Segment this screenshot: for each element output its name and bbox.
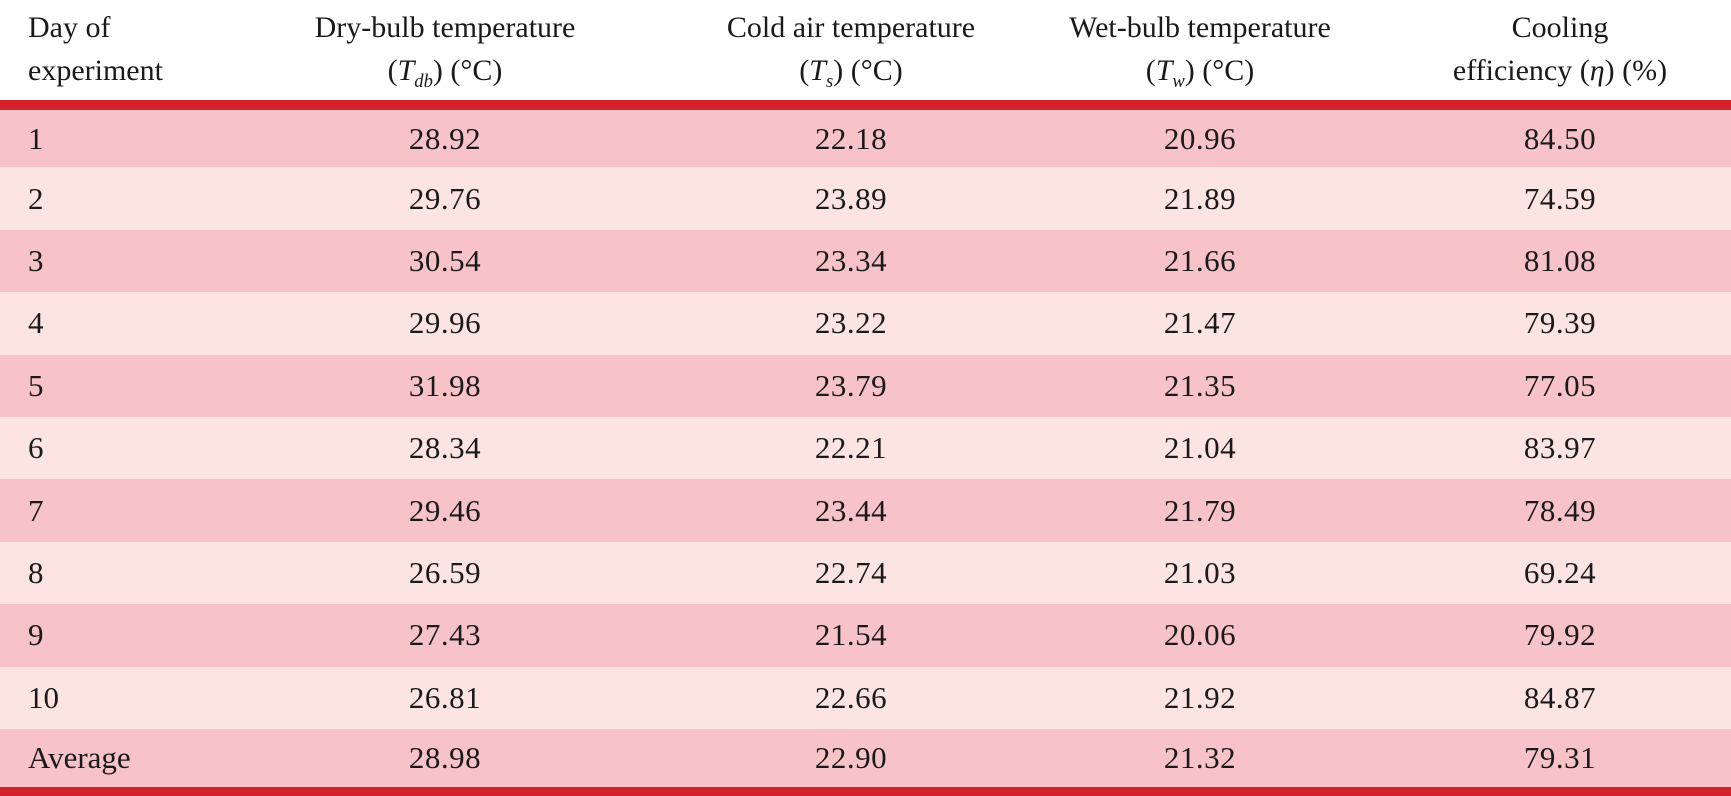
table-row: 2 29.76 23.89 21.89 74.59: [0, 167, 1731, 230]
table-row: 7 29.46 23.44 21.79 78.49: [0, 479, 1731, 542]
cell-wet-bulb: 21.32: [1163, 740, 1237, 776]
cell-day: 9: [28, 617, 44, 653]
cell-efficiency: 84.50: [1523, 120, 1597, 156]
cell-cold-air: 22.74: [814, 555, 888, 591]
table-row: 8 26.59 22.74 21.03 69.24: [0, 541, 1731, 605]
cell-dry-bulb: 28.92: [408, 120, 482, 156]
cell-day: 2: [28, 180, 44, 216]
cell-efficiency: 79.39: [1523, 305, 1597, 341]
cell-day: 8: [28, 555, 44, 591]
header-line: Wet-bulb temperature: [1069, 11, 1331, 45]
cell-dry-bulb: 31.98: [408, 367, 482, 403]
cell-wet-bulb: 21.47: [1163, 305, 1237, 341]
header-line: Cooling: [1511, 11, 1609, 45]
cell-dry-bulb: 27.43: [408, 617, 482, 653]
table-row: 4 29.96 23.22 21.47 79.39: [0, 292, 1731, 355]
cell-efficiency: 81.08: [1523, 243, 1597, 279]
table-row-average: Average 28.98 22.90 21.32 79.31: [0, 729, 1731, 792]
cell-efficiency: 77.05: [1523, 367, 1597, 403]
cell-dry-bulb: 29.96: [408, 305, 482, 341]
cell-wet-bulb: 21.92: [1163, 679, 1237, 715]
header-line: (Tdb) (°C): [387, 54, 503, 92]
header-line: experiment: [28, 54, 163, 87]
col-header-day-of-experiment: Day of experiment: [0, 0, 199, 110]
cell-efficiency: 84.87: [1523, 679, 1597, 715]
cell-efficiency: 79.92: [1523, 617, 1597, 653]
col-header-cooling-efficiency: Cooling efficiency (η) (%): [1389, 0, 1731, 110]
table-row: 3 30.54 23.34 21.66 81.08: [0, 229, 1731, 293]
cell-cold-air: 23.89: [814, 180, 888, 216]
header-line: (Tw) (°C): [1145, 54, 1255, 92]
cell-wet-bulb: 21.35: [1163, 367, 1237, 403]
cell-cold-air: 22.90: [814, 740, 888, 776]
cell-cold-air: 22.21: [814, 430, 888, 466]
cell-dry-bulb: 29.46: [408, 492, 482, 528]
cell-dry-bulb: 26.59: [408, 555, 482, 591]
cell-wet-bulb: 21.79: [1163, 492, 1237, 528]
table-row: 10 26.81 22.66 21.92 84.87: [0, 666, 1731, 730]
cell-wet-bulb: 20.06: [1163, 617, 1237, 653]
cell-efficiency: 83.97: [1523, 430, 1597, 466]
cell-cold-air: 22.66: [814, 679, 888, 715]
cell-dry-bulb: 29.76: [408, 180, 482, 216]
cell-efficiency: 74.59: [1523, 180, 1597, 216]
cell-wet-bulb: 20.96: [1163, 120, 1237, 156]
header-line: Cold air temperature: [726, 11, 976, 45]
cell-cold-air: 23.79: [814, 367, 888, 403]
cell-day: 1: [28, 120, 44, 156]
cell-wet-bulb: 21.03: [1163, 555, 1237, 591]
cell-cold-air: 23.22: [814, 305, 888, 341]
cell-cold-air: 21.54: [814, 617, 888, 653]
header-row: Day of experiment Dry-bulb temperature (…: [0, 0, 1731, 110]
cell-day: 10: [28, 679, 59, 715]
cell-cold-air: 23.34: [814, 243, 888, 279]
table-row: 6 28.34 22.21 21.04 83.97: [0, 417, 1731, 480]
cell-day: 5: [28, 367, 44, 403]
col-header-dry-bulb-temperature: Dry-bulb temperature (Tdb) (°C): [199, 0, 691, 110]
table-header: Day of experiment Dry-bulb temperature (…: [0, 0, 1731, 110]
cell-cold-air: 23.44: [814, 492, 888, 528]
cell-wet-bulb: 21.89: [1163, 180, 1237, 216]
cell-day: 4: [28, 305, 44, 341]
cell-day: 3: [28, 243, 44, 279]
cell-day: Average: [28, 740, 131, 776]
table-row: 9 27.43 21.54 20.06 79.92: [0, 604, 1731, 667]
cell-dry-bulb: 28.98: [408, 740, 482, 776]
cell-day: 7: [28, 492, 44, 528]
cell-wet-bulb: 21.04: [1163, 430, 1237, 466]
table-row: 1 28.92 22.18 20.96 84.50: [0, 105, 1731, 168]
cell-day: 6: [28, 430, 44, 466]
cell-dry-bulb: 30.54: [408, 243, 482, 279]
cell-efficiency: 79.31: [1523, 740, 1597, 776]
cell-efficiency: 69.24: [1523, 555, 1597, 591]
cell-wet-bulb: 21.66: [1163, 243, 1237, 279]
header-line: efficiency (η) (%): [1452, 54, 1668, 87]
table-row: 5 31.98 23.79 21.35 77.05: [0, 354, 1731, 418]
table-body: 1 28.92 22.18 20.96 84.50 2 29.76 23.89 …: [0, 105, 1731, 792]
header-line: Dry-bulb temperature: [314, 11, 576, 45]
cell-cold-air: 22.18: [814, 120, 888, 156]
header-line: Day of: [28, 11, 111, 45]
cell-efficiency: 78.49: [1523, 492, 1597, 528]
col-header-wet-bulb-temperature: Wet-bulb temperature (Tw) (°C): [1011, 0, 1389, 110]
header-line: (Ts) (°C): [799, 54, 903, 92]
cell-dry-bulb: 28.34: [408, 430, 482, 466]
col-header-cold-air-temperature: Cold air temperature (Ts) (°C): [691, 0, 1011, 110]
cell-dry-bulb: 26.81: [408, 679, 482, 715]
